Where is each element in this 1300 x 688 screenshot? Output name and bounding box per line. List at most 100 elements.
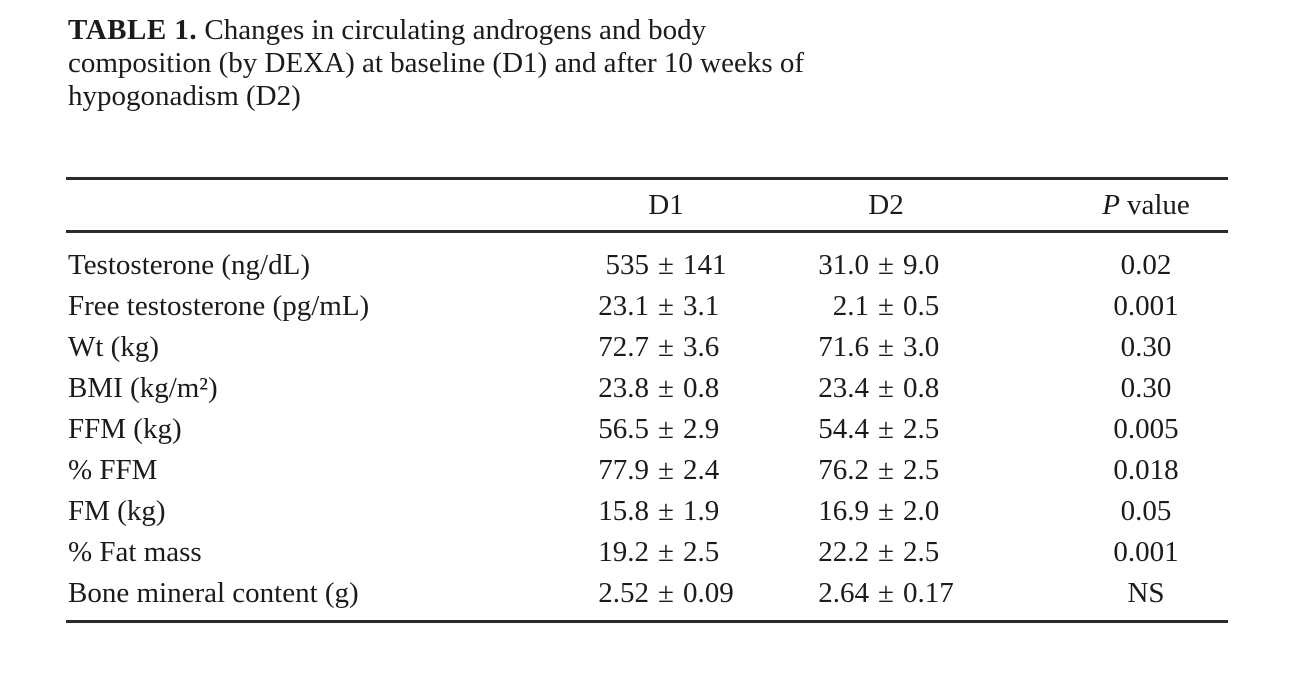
d1-value: 77.9 ± 2.4 — [506, 454, 776, 487]
table-row: % Fat mass 19.2 ± 2.5 22.2 ± 2.5 0.001 — [66, 532, 1228, 573]
d1-mean: 19.2 — [598, 536, 650, 568]
d1-value: 56.5 ± 2.9 — [506, 413, 776, 446]
plus-minus-icon: ± — [878, 536, 894, 568]
d1-mean: 535 — [605, 249, 650, 281]
table-caption: TABLE 1. Changes in circulating androgen… — [68, 14, 1178, 113]
row-label: Wt (kg) — [68, 331, 159, 363]
d2-sd: 2.0 — [902, 495, 940, 527]
plus-minus-icon: ± — [878, 577, 894, 609]
d2-value: 2.64 ± 0.17 — [776, 577, 996, 610]
d1-mean: 77.9 — [598, 454, 650, 486]
d2-mean: 2.64 — [818, 577, 870, 609]
d2-sd: 2.5 — [902, 413, 940, 445]
d1-mean: 15.8 — [598, 495, 650, 527]
plus-minus-icon: ± — [878, 290, 894, 322]
plus-minus-icon: ± — [658, 577, 674, 609]
plus-minus-icon: ± — [878, 372, 894, 404]
table-row: FM (kg) 15.8 ± 1.9 16.9 ± 2.0 0.05 — [66, 491, 1228, 532]
d2-mean: 2.1 — [832, 290, 870, 322]
d2-mean: 76.2 — [818, 454, 870, 486]
d1-value: 72.7 ± 3.6 — [506, 331, 776, 364]
d1-mean: 23.8 — [598, 372, 650, 404]
d1-sd: 2.4 — [682, 454, 720, 486]
d2-sd: 0.8 — [902, 372, 940, 404]
d2-value: 16.9 ± 2.0 — [776, 495, 996, 528]
p-value: NS — [1127, 577, 1165, 609]
plus-minus-icon: ± — [658, 536, 674, 568]
table-top-rule — [66, 177, 1228, 180]
d1-mean: 56.5 — [598, 413, 650, 445]
d1-value: 15.8 ± 1.9 — [506, 495, 776, 528]
p-symbol: P — [1102, 188, 1120, 221]
table-mid-rule — [66, 230, 1228, 233]
d1-mean: 72.7 — [598, 331, 650, 363]
d2-sd: 3.0 — [902, 331, 940, 363]
d2-sd: 0.5 — [902, 290, 940, 322]
d1-sd: 141 — [682, 249, 727, 281]
table-row: Testosterone (ng/dL) 535 ± 141 31.0 ± 9.… — [66, 245, 1228, 286]
d1-sd: 1.9 — [682, 495, 720, 527]
plus-minus-icon: ± — [878, 413, 894, 445]
plus-minus-icon: ± — [658, 372, 674, 404]
d2-sd: 0.17 — [902, 577, 954, 609]
row-label: Free testosterone (pg/mL) — [68, 290, 370, 322]
d1-value: 23.1 ± 3.1 — [506, 290, 776, 323]
plus-minus-icon: ± — [658, 454, 674, 486]
plus-minus-icon: ± — [878, 249, 894, 281]
plus-minus-icon: ± — [658, 331, 674, 363]
d2-mean: 22.2 — [818, 536, 870, 568]
table-body: Testosterone (ng/dL) 535 ± 141 31.0 ± 9.… — [66, 233, 1228, 620]
d1-value: 23.8 ± 0.8 — [506, 372, 776, 405]
d1-sd: 0.8 — [682, 372, 720, 404]
d2-mean: 16.9 — [818, 495, 870, 527]
d2-value: 54.4 ± 2.5 — [776, 413, 996, 446]
plus-minus-icon: ± — [658, 495, 674, 527]
row-label: Bone mineral content (g) — [68, 577, 359, 609]
d1-sd: 3.6 — [682, 331, 720, 363]
d1-value: 2.52 ± 0.09 — [506, 577, 776, 610]
d2-mean: 71.6 — [818, 331, 870, 363]
d2-sd: 2.5 — [902, 536, 940, 568]
table-caption-label: TABLE 1. — [68, 14, 198, 46]
d1-value: 535 ± 141 — [506, 249, 776, 282]
row-label: BMI (kg/m²) — [68, 372, 218, 404]
row-label: FFM (kg) — [68, 413, 182, 445]
d2-mean: 31.0 — [818, 249, 870, 281]
p-value: 0.018 — [1113, 454, 1179, 486]
d2-mean: 23.4 — [818, 372, 870, 404]
p-word: value — [1126, 188, 1190, 221]
table-row: Wt (kg) 72.7 ± 3.6 71.6 ± 3.0 0.30 — [66, 327, 1228, 368]
d1-sd: 3.1 — [682, 290, 720, 322]
p-value: 0.02 — [1120, 249, 1172, 281]
column-header-d2: D2 — [868, 188, 904, 221]
p-value: 0.30 — [1120, 372, 1172, 404]
d2-mean: 54.4 — [818, 413, 870, 445]
d1-mean: 23.1 — [598, 290, 650, 322]
p-value: 0.001 — [1113, 536, 1179, 568]
d2-value: 2.1 ± 0.5 — [776, 290, 996, 323]
table-row: FFM (kg) 56.5 ± 2.9 54.4 ± 2.5 0.005 — [66, 409, 1228, 450]
d2-value: 71.6 ± 3.0 — [776, 331, 996, 364]
d2-value: 23.4 ± 0.8 — [776, 372, 996, 405]
d2-sd: 9.0 — [902, 249, 940, 281]
d2-value: 31.0 ± 9.0 — [776, 249, 996, 282]
table-row: Bone mineral content (g) 2.52 ± 0.09 2.6… — [66, 573, 1228, 614]
row-label: % FFM — [68, 454, 158, 486]
row-label: FM (kg) — [68, 495, 166, 527]
d1-sd: 2.9 — [682, 413, 720, 445]
d1-sd: 2.5 — [682, 536, 720, 568]
plus-minus-icon: ± — [878, 331, 894, 363]
row-label: % Fat mass — [68, 536, 202, 568]
d1-value: 19.2 ± 2.5 — [506, 536, 776, 569]
plus-minus-icon: ± — [658, 413, 674, 445]
p-value: 0.001 — [1113, 290, 1179, 322]
d1-mean: 2.52 — [598, 577, 650, 609]
p-value: 0.30 — [1120, 331, 1172, 363]
table-row: Free testosterone (pg/mL) 23.1 ± 3.1 2.1… — [66, 286, 1228, 327]
d2-value: 22.2 ± 2.5 — [776, 536, 996, 569]
table-figure: TABLE 1. Changes in circulating androgen… — [66, 14, 1228, 623]
